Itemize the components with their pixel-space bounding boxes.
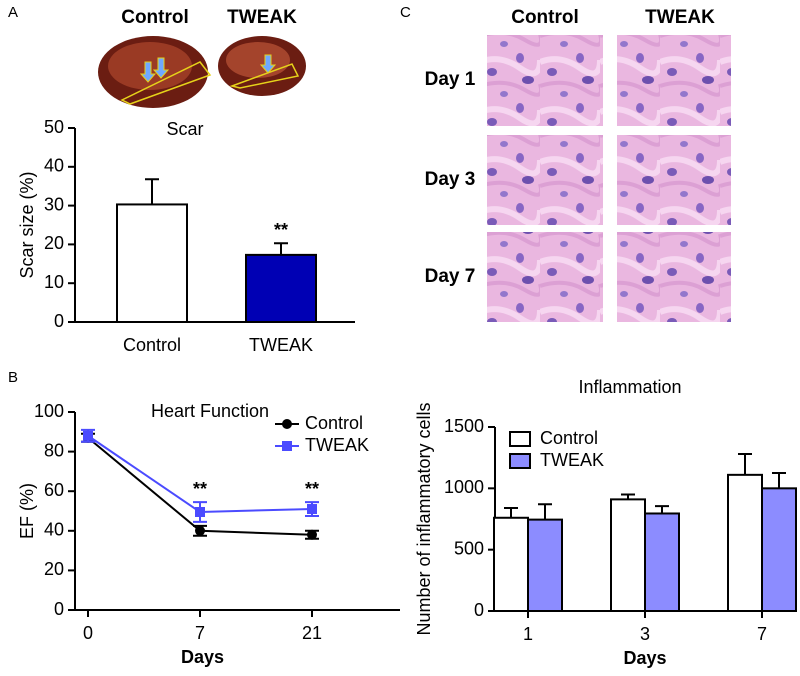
x-axis-title: Days	[623, 648, 666, 668]
point	[307, 529, 317, 540]
bar	[493, 516, 529, 612]
legend-label: Control	[305, 413, 363, 433]
bar	[727, 473, 763, 612]
y-tick-label: 10	[44, 272, 64, 292]
panel-label: C	[400, 4, 411, 21]
histology-images	[487, 35, 731, 322]
bar	[527, 518, 563, 613]
x-tick-label: 3	[640, 624, 650, 644]
y-tick-label: 100	[34, 401, 64, 421]
x-axis-title: Days	[181, 647, 224, 667]
y-axis-title: Scar size (%)	[17, 171, 37, 278]
y-axis-title: Number of inflammatory cells	[414, 402, 434, 635]
y-tick-label: 1000	[444, 477, 484, 497]
y-tick-label: 500	[454, 538, 484, 558]
error-bar	[621, 493, 635, 500]
x-tick-label: 0	[83, 623, 93, 643]
heart-photo	[218, 36, 306, 96]
y-tick-label: 0	[474, 600, 484, 620]
y-tick-label: 20	[44, 233, 64, 253]
x-tick-label: 21	[302, 623, 322, 643]
legend-label: Control	[540, 428, 598, 448]
error-bar	[738, 452, 752, 475]
y-tick-label: 50	[44, 117, 64, 137]
bar	[610, 498, 646, 612]
legend-swatch	[509, 431, 531, 447]
error-bar	[655, 505, 669, 514]
legend-label: TWEAK	[305, 435, 369, 455]
y-tick-label: 40	[44, 156, 64, 176]
row-label: Day 7	[425, 266, 476, 287]
y-tick-label: 60	[44, 480, 64, 500]
x-tick-label: 1	[523, 624, 533, 644]
chart-title: Scar	[166, 119, 203, 139]
row-label: Day 3	[425, 169, 476, 190]
error-bar	[538, 503, 552, 520]
chart-title: Heart Function	[151, 401, 269, 421]
error-bar	[504, 506, 518, 518]
bar	[644, 512, 680, 612]
legend-label: TWEAK	[540, 450, 604, 470]
x-tick-label: 7	[195, 623, 205, 643]
legend-marker	[282, 419, 292, 429]
point	[195, 506, 205, 517]
y-tick-label: 0	[54, 599, 64, 619]
column-label: Control	[511, 7, 579, 28]
point	[307, 504, 317, 515]
y-axis-title: EF (%)	[17, 483, 37, 539]
panel-label: B	[8, 369, 18, 386]
legend-marker	[282, 441, 292, 451]
significance: **	[193, 479, 207, 499]
x-tick-label: TWEAK	[249, 335, 313, 355]
row-label: Day 1	[425, 69, 476, 90]
error-bar	[145, 178, 159, 205]
point	[83, 430, 93, 441]
bar	[116, 203, 188, 324]
photo-label: TWEAK	[227, 7, 297, 28]
line	[87, 434, 313, 513]
error-bar	[274, 242, 288, 255]
y-tick-label: 0	[54, 311, 64, 331]
legend-swatch	[509, 453, 531, 469]
photo-label: Control	[121, 7, 189, 28]
x-tick-label: Control	[123, 335, 181, 355]
y-tick-label: 40	[44, 520, 64, 540]
panel-label: A	[8, 4, 18, 21]
bar	[245, 253, 317, 324]
point	[195, 525, 205, 536]
y-tick-label: 80	[44, 440, 64, 460]
y-tick-label: 30	[44, 194, 64, 214]
heart-photo	[98, 36, 212, 108]
significance: **	[274, 220, 288, 240]
bar	[761, 487, 797, 613]
chart-title: Inflammation	[578, 377, 681, 397]
x-tick-label: 7	[757, 624, 767, 644]
error-bar	[772, 472, 786, 489]
column-label: TWEAK	[645, 7, 715, 28]
significance: **	[305, 479, 319, 499]
y-tick-label: 1500	[444, 416, 484, 436]
y-tick-label: 20	[44, 559, 64, 579]
